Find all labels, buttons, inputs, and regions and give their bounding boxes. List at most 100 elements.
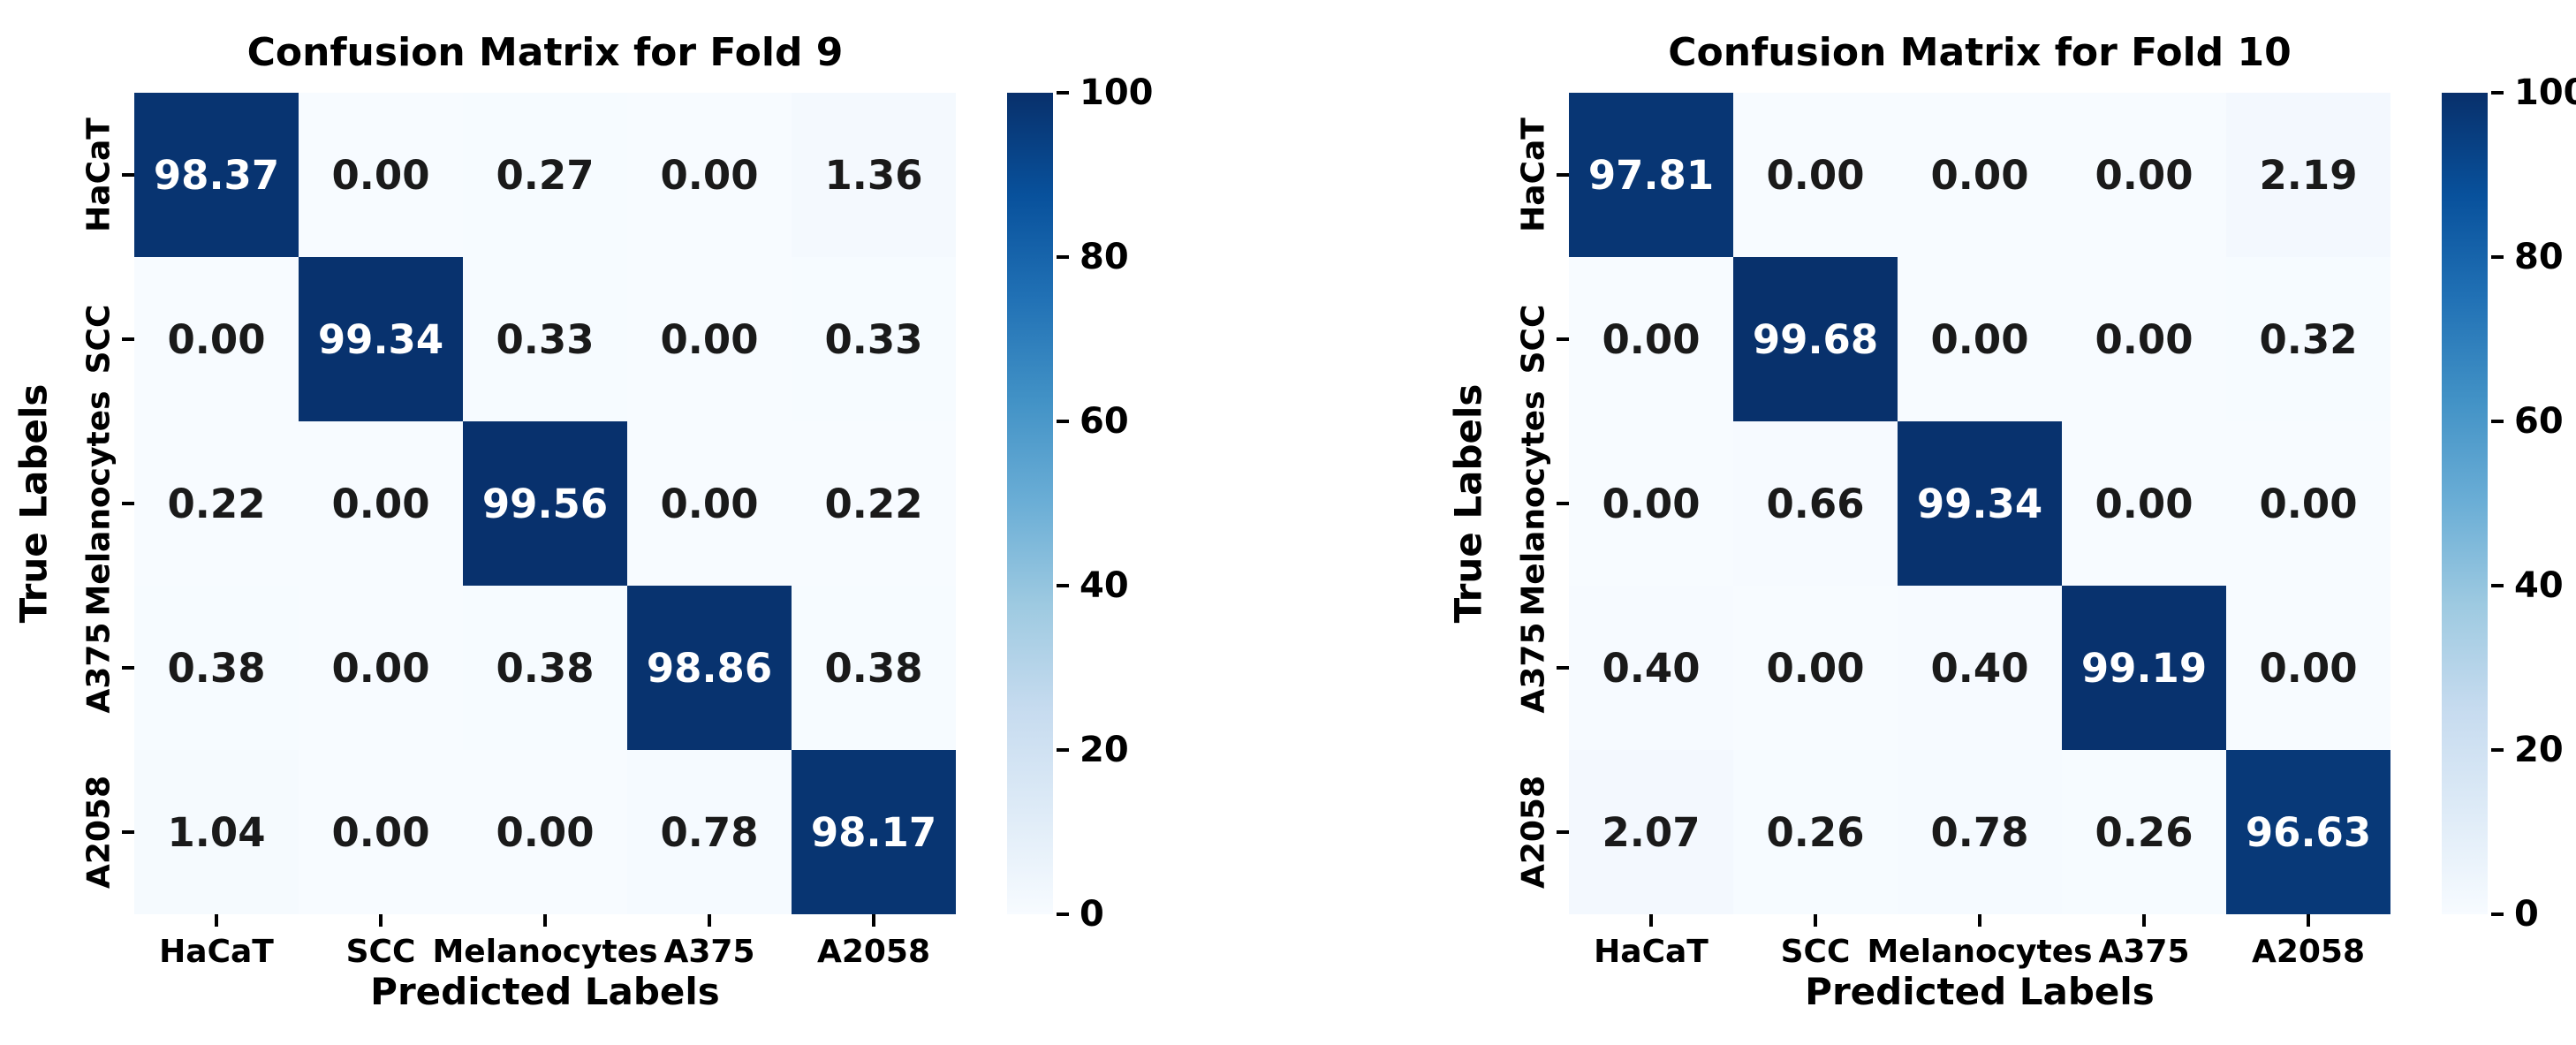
x-tick-label-text: A2058	[2251, 934, 2366, 970]
heatmap-cell: 0.27	[463, 93, 627, 257]
x-tick-label-text: Melanocytes	[1867, 934, 2093, 970]
colorbar-tick-label-text: 80	[2514, 237, 2564, 277]
x-tick-label-text: HaCaT	[159, 934, 274, 970]
colorbar-tick-mark	[1057, 912, 1069, 916]
colorbar-tick-label-text: 0	[1080, 894, 1104, 935]
heatmap-cell: 0.00	[134, 257, 299, 421]
y-tick-mark	[122, 502, 134, 505]
colorbar-tick-label-text: 60	[2514, 401, 2564, 442]
heatmap-cell: 0.22	[792, 421, 956, 586]
y-tick-label-text: A375	[80, 622, 117, 714]
colorbar-tick-mark	[1057, 420, 1069, 423]
heatmap-cell: 96.63	[2226, 750, 2390, 914]
y-tick-mark	[1557, 830, 1569, 834]
y-tick-mark	[1557, 173, 1569, 177]
colorbar-tick-mark	[1057, 255, 1069, 259]
heatmap-cell: 0.38	[463, 586, 627, 750]
y-tick-label-text: HaCaT	[1515, 117, 1552, 232]
x-axis-label: Predicted Labels	[370, 970, 720, 1013]
y-tick-mark	[1557, 337, 1569, 341]
colorbar-tick-mark	[2491, 748, 2504, 752]
colorbar-tick-label-text: 40	[1080, 565, 1129, 606]
heatmap-cell: 0.22	[134, 421, 299, 586]
colorbar-tick-label-text: 100	[1080, 72, 1154, 113]
y-tick-label-text: HaCaT	[80, 117, 117, 232]
y-tick-label-text: SCC	[80, 304, 117, 375]
heatmap-cell: 0.38	[792, 586, 956, 750]
x-tick-mark	[872, 914, 875, 927]
x-tick-mark	[543, 914, 547, 927]
x-tick-label-text: Melanocytes	[432, 934, 658, 970]
y-tick-label-text: Melanocytes	[80, 390, 117, 617]
heatmap-grid: 98.37 0.00 0.27 0.00 1.36 0.00 99.34 0.33 0.00 0.…	[134, 93, 956, 914]
y-tick-label-text: A2058	[80, 775, 117, 890]
heatmap-cell: 98.37	[134, 93, 299, 257]
heatmap-cell: 0.00	[463, 750, 627, 914]
y-tick-label-text: A2058	[1515, 775, 1552, 890]
confusion-matrix-panel-fold-9: Confusion Matrix for Fold 9 True Labels …	[0, 0, 1157, 1045]
y-axis-label-text: True Labels	[1446, 383, 1490, 624]
heatmap-cell: 0.26	[2062, 750, 2226, 914]
x-tick-mark	[379, 914, 383, 927]
colorbar-tick-label-text: 20	[2514, 730, 2564, 770]
heatmap-cell: 0.00	[299, 750, 463, 914]
heatmap-cell: 97.81	[1569, 93, 1733, 257]
y-tick-mark	[1557, 502, 1569, 505]
heatmap-cell: 0.00	[2226, 421, 2390, 586]
y-tick-mark	[122, 830, 134, 834]
x-tick-mark	[215, 914, 218, 927]
heatmap-cell: 0.00	[299, 421, 463, 586]
heatmap-cell: 0.00	[2062, 257, 2226, 421]
heatmap-cell: 99.34	[299, 257, 463, 421]
colorbar	[1007, 93, 1053, 914]
x-tick-mark	[1649, 914, 1653, 927]
colorbar-tick-mark	[2491, 420, 2504, 423]
heatmap-cell: 0.00	[299, 93, 463, 257]
x-tick-mark	[2307, 914, 2310, 927]
colorbar-tick-mark	[1057, 91, 1069, 95]
heatmap-cell: 99.19	[2062, 586, 2226, 750]
heatmap-cell: 99.56	[463, 421, 627, 586]
heatmap-cell: 0.38	[134, 586, 299, 750]
heatmap-cell: 0.33	[463, 257, 627, 421]
confusion-matrix-panel-fold-10: Confusion Matrix for Fold 10 True Labels…	[1435, 0, 2576, 1045]
heatmap-cell: 0.00	[1898, 257, 2062, 421]
heatmap-grid: 97.81 0.00 0.00 0.00 2.19 0.00 99.68 0.00 0.00 0.…	[1569, 93, 2390, 914]
heatmap-cell: 0.00	[1733, 93, 1898, 257]
heatmap-cell: 0.00	[2062, 421, 2226, 586]
heatmap-cell: 99.68	[1733, 257, 1898, 421]
heatmap-cell: 99.34	[1898, 421, 2062, 586]
colorbar-tick-label-text: 100	[2514, 72, 2576, 113]
colorbar-tick-mark	[2491, 912, 2504, 916]
colorbar-tick-label-text: 40	[2514, 565, 2564, 606]
heatmap-cell: 0.00	[1569, 257, 1733, 421]
colorbar-tick-mark	[2491, 584, 2504, 587]
y-tick-label-text: A375	[1515, 622, 1552, 714]
chart-title: Confusion Matrix for Fold 9	[246, 30, 844, 75]
x-tick-mark	[1814, 914, 1817, 927]
heatmap-cell: 0.00	[1898, 93, 2062, 257]
x-tick-label-text: A375	[2098, 934, 2190, 970]
heatmap-cell: 0.78	[627, 750, 792, 914]
x-tick-mark	[1978, 914, 1981, 927]
colorbar-tick-mark	[2491, 91, 2504, 95]
heatmap-cell: 0.00	[627, 93, 792, 257]
heatmap-cell: 0.00	[627, 257, 792, 421]
heatmap-cell: 0.32	[2226, 257, 2390, 421]
chart-title: Confusion Matrix for Fold 10	[1668, 30, 2292, 75]
y-tick-mark	[122, 337, 134, 341]
heatmap-cell: 1.04	[134, 750, 299, 914]
heatmap-cell: 0.00	[2062, 93, 2226, 257]
colorbar-tick-mark	[1057, 584, 1069, 587]
x-tick-label-text: HaCaT	[1594, 934, 1708, 970]
heatmap-cell: 98.17	[792, 750, 956, 914]
heatmap-cell: 98.86	[627, 586, 792, 750]
heatmap-cell: 2.19	[2226, 93, 2390, 257]
x-axis-label: Predicted Labels	[1805, 970, 2155, 1013]
y-axis-label-text: True Labels	[11, 383, 56, 624]
y-tick-mark	[122, 173, 134, 177]
colorbar-tick-label-text: 80	[1080, 237, 1129, 277]
heatmap-cell: 0.00	[2226, 586, 2390, 750]
heatmap-cell: 0.00	[1733, 586, 1898, 750]
